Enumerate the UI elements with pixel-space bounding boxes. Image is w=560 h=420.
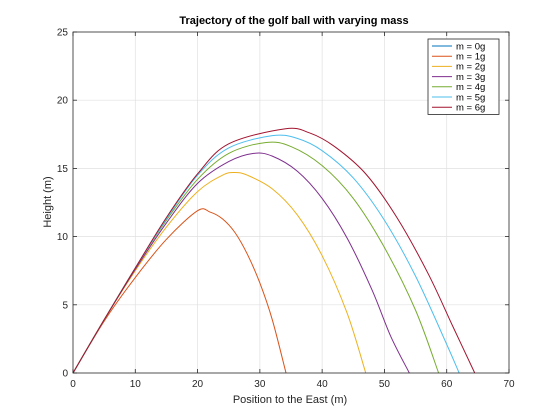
y-tick-label: 20 (57, 96, 69, 107)
axes-frame (72, 31, 510, 374)
x-tick-label: 60 (441, 379, 453, 390)
legend-entry: m = 5g (456, 92, 485, 103)
series-line-6 (72, 127, 476, 374)
y-tick-label: 25 (57, 28, 69, 39)
x-tick-label: 0 (70, 379, 76, 390)
y-tick-label: 5 (62, 300, 68, 311)
series-line-2 (72, 171, 367, 374)
legend-entry: m = 4g (456, 82, 485, 93)
legend-entry: m = 6g (456, 103, 485, 114)
y-tick-label: 10 (57, 232, 69, 243)
series-line-1 (72, 208, 287, 374)
x-tick-label: 50 (379, 379, 391, 390)
x-tick-label: 70 (503, 379, 515, 390)
x-tick-label: 40 (317, 379, 329, 390)
chart-title: Trajectory of the golf ball with varying… (179, 15, 408, 27)
legend-entry: m = 3g (456, 72, 485, 83)
y-tick-label: 15 (57, 164, 69, 175)
ticks: 0 10 20 30 40 50 60 70 0 5 10 15 20 25 (57, 28, 515, 391)
legend-entry: m = 0g (456, 41, 485, 52)
legend-entry: m = 2g (456, 62, 485, 73)
y-tick-label: 0 (62, 369, 68, 380)
legend: m = 0gm = 1gm = 2gm = 3gm = 4gm = 5gm = … (427, 38, 500, 115)
y-axis-label: Height (m) (42, 176, 54, 227)
x-tick-label: 30 (254, 379, 266, 390)
legend-entry: m = 1g (456, 52, 485, 63)
x-axis-label: Position to the East (m) (233, 394, 347, 406)
series-line-3 (72, 152, 410, 374)
series-lines (72, 127, 476, 374)
x-tick-label: 10 (130, 379, 142, 390)
x-tick-label: 20 (192, 379, 204, 390)
